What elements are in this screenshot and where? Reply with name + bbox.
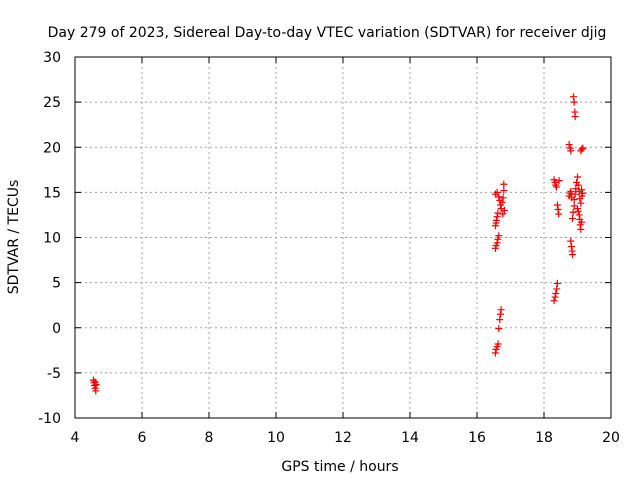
data-point-marker — [571, 113, 579, 121]
x-tick-label: 10 — [267, 430, 285, 446]
data-point-marker — [567, 237, 575, 245]
data-point-marker — [567, 243, 575, 251]
x-tick-label: 6 — [138, 430, 147, 446]
data-point-marker — [577, 225, 585, 233]
data-point-marker — [574, 181, 582, 189]
y-tick-label: 20 — [43, 140, 61, 156]
x-tick-label: 16 — [468, 430, 486, 446]
data-point-marker — [500, 180, 508, 188]
data-point-marker — [574, 173, 581, 181]
data-point-marker — [579, 189, 587, 197]
y-tick-label: -10 — [38, 411, 61, 427]
data-points — [89, 93, 587, 395]
data-point-marker — [499, 210, 507, 218]
data-point-marker — [495, 193, 503, 201]
data-point-marker — [495, 325, 503, 333]
x-tick-label: 18 — [535, 430, 553, 446]
x-axis-label: GPS time / hours — [281, 459, 398, 475]
data-point-marker — [574, 207, 582, 215]
data-point-marker — [569, 93, 577, 101]
data-point-marker — [494, 235, 502, 243]
y-tick-label: 5 — [52, 276, 61, 292]
data-point-marker — [498, 198, 506, 206]
data-point-marker — [552, 183, 560, 191]
data-point-marker — [492, 216, 500, 224]
data-point-marker — [577, 199, 585, 207]
data-point-marker — [553, 201, 561, 209]
y-axis-label: SDTVAR / TECUs — [6, 180, 22, 295]
chart-title: Day 279 of 2023, Sidereal Day-to-day VTE… — [48, 25, 607, 41]
data-point-marker — [500, 206, 508, 214]
data-point-marker — [497, 306, 505, 314]
data-point-marker — [494, 209, 502, 217]
data-point-marker — [500, 187, 508, 195]
data-point-marker — [493, 213, 501, 221]
data-point-marker — [569, 208, 577, 216]
data-point-marker — [496, 316, 504, 324]
data-point-marker — [568, 251, 576, 259]
data-point-marker — [493, 239, 501, 247]
data-point-marker — [495, 232, 503, 240]
x-tick-label: 20 — [602, 430, 620, 446]
data-point-marker — [554, 206, 562, 214]
data-point-marker — [579, 144, 587, 152]
data-point-marker — [578, 145, 586, 153]
data-point-marker — [553, 285, 561, 293]
data-point-marker — [491, 349, 499, 357]
y-tick-label: 15 — [43, 185, 61, 201]
grid — [75, 57, 611, 418]
data-point-marker — [555, 177, 563, 185]
data-point-marker — [499, 194, 507, 202]
data-point-marker — [568, 215, 576, 223]
data-point-marker — [550, 297, 558, 305]
x-tick-label: 8 — [205, 430, 214, 446]
data-point-marker — [555, 210, 563, 218]
data-point-marker — [552, 289, 560, 297]
data-point-marker — [578, 186, 586, 194]
x-tick-label: 14 — [401, 430, 419, 446]
data-point-marker — [553, 280, 561, 288]
x-tick-label: 12 — [334, 430, 352, 446]
axis-ticks: 4 6 8 10 12 14 16 18 20 -10 -5 0 5 10 15 20 25 30 — [38, 50, 620, 446]
data-point-marker — [567, 147, 575, 155]
y-tick-label: 25 — [43, 95, 61, 111]
y-tick-label: 10 — [43, 231, 61, 247]
x-tick-label: 4 — [71, 430, 80, 446]
data-point-marker — [575, 211, 583, 219]
data-point-marker — [494, 340, 502, 348]
data-point-marker — [570, 196, 578, 204]
data-point-marker — [570, 98, 578, 106]
data-point-marker — [92, 381, 100, 389]
data-point-marker — [571, 190, 579, 198]
data-point-marker — [496, 310, 504, 318]
data-point-marker — [493, 188, 501, 196]
y-tick-label: 30 — [43, 50, 61, 66]
data-point-marker — [565, 141, 573, 149]
data-point-marker — [578, 218, 586, 226]
y-tick-label: 0 — [52, 321, 61, 337]
data-point-marker — [92, 387, 100, 395]
data-point-marker — [551, 293, 559, 301]
data-point-marker — [567, 187, 575, 195]
y-tick-label: -5 — [47, 366, 61, 382]
